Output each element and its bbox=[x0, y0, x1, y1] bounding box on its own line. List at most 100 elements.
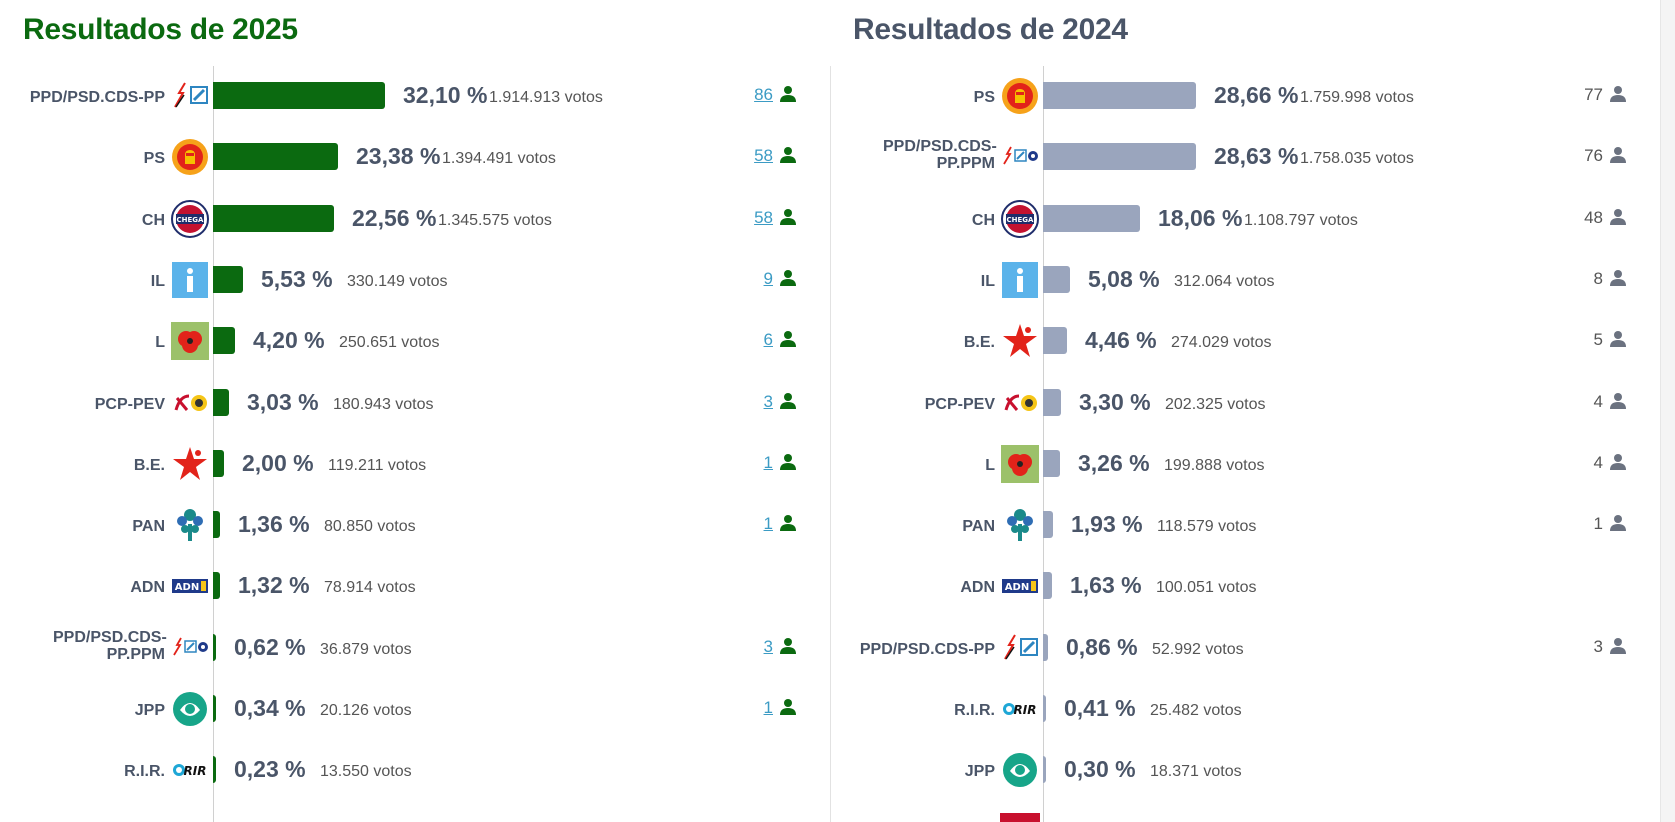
votes-label: 20.126 votos bbox=[320, 702, 412, 719]
vote-share-bar bbox=[1043, 266, 1070, 293]
person-icon bbox=[779, 392, 797, 410]
percentage-label: 0,41 % bbox=[1064, 695, 1136, 721]
percentage-label: 5,53 % bbox=[261, 266, 333, 292]
percentage-label: 1,32 % bbox=[238, 572, 310, 598]
svg-text:CHEGA: CHEGA bbox=[177, 216, 205, 224]
vote-share-bar bbox=[1043, 450, 1060, 477]
pcp-pev-logo bbox=[171, 384, 209, 422]
panel-title: Resultados de 2024 bbox=[853, 13, 1128, 46]
votes-label: 330.149 votos bbox=[347, 273, 448, 290]
party-name: PPD/PSD.CDS-PP bbox=[29, 89, 165, 106]
party-row: R.I.R. RIR 0,41 % 25.482 votos bbox=[830, 685, 1660, 733]
vote-share-bar bbox=[213, 572, 220, 599]
person-icon bbox=[1609, 392, 1627, 410]
psd-cds-ppm-logo bbox=[1001, 138, 1039, 176]
percentage-label: 28,63 % bbox=[1214, 143, 1299, 169]
chega-logo: CHEGA bbox=[171, 200, 209, 238]
votes-label: 1.759.998 votos bbox=[1300, 89, 1414, 106]
psd-cds-ppm-logo bbox=[171, 629, 209, 667]
seats-count: 4 bbox=[1593, 392, 1603, 411]
votes-label: 52.992 votos bbox=[1152, 641, 1244, 658]
party-row: CH CHEGA 18,06 % 1.108.797 votos 48 bbox=[830, 195, 1660, 243]
person-icon bbox=[779, 208, 797, 226]
percentage-label: 3,26 % bbox=[1078, 450, 1150, 476]
seats-count[interactable]: 58 bbox=[754, 146, 773, 165]
seats-count: 3 bbox=[1593, 637, 1603, 656]
party-row: B.E. 2,00 % 119.211 votos 1 bbox=[0, 440, 830, 488]
party-name: B.E. bbox=[963, 334, 995, 351]
party-row: PS 28,66 % 1.759.998 votos 77 bbox=[830, 72, 1660, 120]
livre-logo bbox=[1001, 445, 1039, 483]
party-name: CH bbox=[141, 212, 165, 229]
party-row: ADN ADN 1,32 % 78.914 votos bbox=[0, 562, 830, 610]
pan-logo bbox=[1001, 506, 1039, 544]
vote-share-bar bbox=[213, 327, 235, 354]
votes-label: 180.943 votos bbox=[333, 396, 434, 413]
person-icon bbox=[1609, 85, 1627, 103]
party-row: PPD/PSD.CDS-PP.PPM 0,62 % 36.879 votos 3 bbox=[0, 624, 830, 672]
vote-share-bar bbox=[1043, 756, 1046, 783]
votes-label: 1.758.035 votos bbox=[1300, 150, 1414, 167]
party-row: PPD/PSD.CDS-PP 0,86 % 52.992 votos 3 bbox=[830, 624, 1660, 672]
seats-count[interactable]: 3 bbox=[763, 637, 773, 656]
votes-label: 274.029 votos bbox=[1171, 334, 1272, 351]
seats-count[interactable]: 6 bbox=[763, 330, 773, 349]
seats-count[interactable]: 1 bbox=[763, 698, 773, 717]
votes-label: 13.550 votos bbox=[320, 763, 412, 780]
votes-label: 199.888 votos bbox=[1164, 457, 1265, 474]
seats-count: 76 bbox=[1584, 146, 1603, 165]
party-row: R.I.R. RIR 0,23 % 13.550 votos bbox=[0, 746, 830, 794]
party-row: JPP 0,34 % 20.126 votos 1 bbox=[0, 685, 830, 733]
party-row: IL 5,53 % 330.149 votos 9 bbox=[0, 256, 830, 304]
seats-count[interactable]: 9 bbox=[763, 269, 773, 288]
seats-count[interactable]: 1 bbox=[763, 453, 773, 472]
party-name: PS bbox=[143, 150, 165, 167]
vote-share-bar bbox=[213, 634, 216, 661]
party-name: R.I.R. bbox=[954, 702, 995, 719]
votes-label: 1.394.491 votos bbox=[442, 150, 556, 167]
party-row: IL 5,08 % 312.064 votos 8 bbox=[830, 256, 1660, 304]
percentage-label: 1,93 % bbox=[1071, 511, 1143, 537]
percentage-label: 23,38 % bbox=[356, 143, 441, 169]
party-name: B.E. bbox=[133, 457, 165, 474]
person-icon bbox=[1609, 208, 1627, 226]
person-icon bbox=[779, 514, 797, 532]
results-2024-panel: Resultados de 2024 PS 28,66 % 1.759.998 vo… bbox=[830, 0, 1660, 822]
seats-count[interactable]: 58 bbox=[754, 208, 773, 227]
person-icon bbox=[1609, 453, 1627, 471]
bar-axis bbox=[213, 66, 214, 822]
psd-cds-logo bbox=[1001, 629, 1039, 667]
vote-share-bar bbox=[213, 756, 216, 783]
party-name: PCP-PEV bbox=[94, 396, 165, 413]
votes-label: 25.482 votos bbox=[1150, 702, 1242, 719]
seats-count[interactable]: 86 bbox=[754, 85, 773, 104]
party-name: PAN bbox=[132, 518, 165, 535]
votes-label: 119.211 votos bbox=[328, 457, 427, 474]
party-name: PAN bbox=[962, 518, 995, 535]
livre-logo bbox=[171, 322, 209, 360]
vote-share-bar bbox=[1043, 143, 1196, 170]
percentage-label: 0,23 % bbox=[234, 756, 306, 782]
party-name: PPD/PSD.CDS-PP.PPM bbox=[53, 629, 167, 663]
person-icon bbox=[779, 146, 797, 164]
bar-axis bbox=[1043, 66, 1044, 822]
seats-count[interactable]: 3 bbox=[763, 392, 773, 411]
seats-count[interactable]: 1 bbox=[763, 514, 773, 533]
seats-count: 77 bbox=[1584, 85, 1603, 104]
seats-count: 48 bbox=[1584, 208, 1603, 227]
party-row: CH CHEGA 22,56 % 1.345.575 votos 58 bbox=[0, 195, 830, 243]
vote-share-bar bbox=[213, 389, 229, 416]
panel-title: Resultados de 2025 bbox=[23, 13, 298, 46]
person-icon bbox=[779, 637, 797, 655]
pan-logo bbox=[171, 506, 209, 544]
ps-logo bbox=[171, 138, 209, 176]
percentage-label: 1,63 % bbox=[1070, 572, 1142, 598]
votes-label: 1.108.797 votos bbox=[1244, 212, 1358, 229]
percentage-label: 28,66 % bbox=[1214, 82, 1299, 108]
il-logo bbox=[171, 261, 209, 299]
vote-share-bar bbox=[213, 82, 385, 109]
vote-share-bar bbox=[1043, 327, 1067, 354]
percentage-label: 0,34 % bbox=[234, 695, 306, 721]
person-icon bbox=[1609, 146, 1627, 164]
page-scrollbar[interactable] bbox=[1660, 0, 1675, 822]
